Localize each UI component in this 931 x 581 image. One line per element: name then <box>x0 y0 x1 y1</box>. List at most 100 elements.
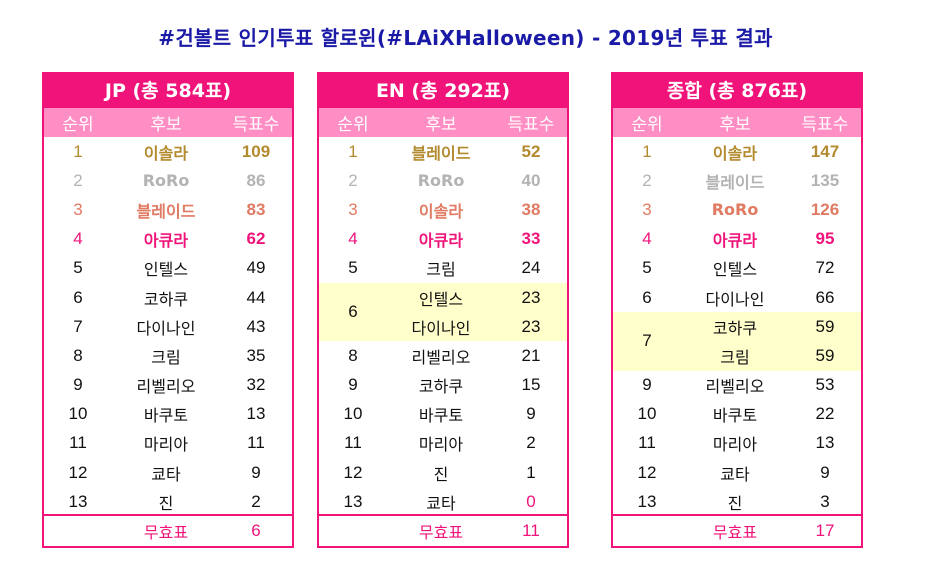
tied-rows-group: 6 인텔스 23 다이나인 23 <box>319 282 567 342</box>
table-row: 9 리벨리오 32 <box>44 371 292 400</box>
votes-cell: 33 <box>521 229 541 249</box>
candidate-cell: 진 <box>727 493 743 513</box>
rank-cell: 6 <box>642 287 652 307</box>
tied-rows-group: 7 코하쿠 59 크림 59 <box>613 312 861 371</box>
votes-cell: 62 <box>246 229 266 249</box>
table-row: 4 아큐라 62 <box>44 225 292 254</box>
candidate-cell: 진 <box>433 464 449 484</box>
votes-cell: 86 <box>246 170 266 190</box>
table-row: 9 코하쿠 15 <box>319 371 567 400</box>
rank-cell: 8 <box>348 345 358 365</box>
invalid-votes-label: 무효표 <box>418 523 464 542</box>
table-row: 3 이솔라 38 <box>319 195 567 224</box>
rank-cell: 12 <box>637 462 657 482</box>
rank-cell: 9 <box>348 375 358 395</box>
candidate-cell: 코하쿠 <box>712 318 758 338</box>
votes-cell: 52 <box>521 141 541 161</box>
candidate-cell: 다이나인 <box>705 289 765 309</box>
candidate-column-header: 후보 <box>150 115 182 135</box>
rank-cell: 1 <box>348 141 358 161</box>
candidate-cell: 인텔스 <box>143 260 189 280</box>
panel-header: JP (총 584표) <box>44 74 292 108</box>
candidate-cell: 이솔라 <box>418 201 464 221</box>
table-row: 11 마리아 13 <box>613 429 861 458</box>
rank-cell: 13 <box>637 491 657 511</box>
candidate-cell: 인텔스 <box>418 289 464 309</box>
votes-cell: 49 <box>246 258 266 278</box>
rank-column-header: 순위 <box>337 115 369 135</box>
candidate-cell: 크림 <box>426 260 456 280</box>
candidate-cell: 인텔스 <box>712 260 758 280</box>
votes-cell: 3 <box>820 491 830 511</box>
rank-cell: 11 <box>638 433 656 453</box>
votes-cell: 13 <box>246 404 266 424</box>
votes-cell: 95 <box>815 229 835 249</box>
votes-cell: 2 <box>251 491 261 511</box>
candidate-cell: 다이나인 <box>411 318 471 338</box>
votes-cell: 23 <box>521 316 541 336</box>
candidate-cell: 마리아 <box>143 435 189 455</box>
votes-column-header: 득표수 <box>232 115 280 135</box>
table-row: 3 RoRo 126 <box>613 195 861 224</box>
table-row: 2 블레이드 135 <box>613 166 861 195</box>
invalid-votes-count: 6 <box>251 521 261 540</box>
column-headers: 순위 후보 득표수 <box>613 108 861 137</box>
rank-cell: 8 <box>73 345 83 365</box>
rank-cell: 1 <box>642 141 652 161</box>
rank-cell: 11 <box>69 433 87 453</box>
invalid-votes-row: 무효표 6 <box>44 514 292 546</box>
invalid-votes-count: 11 <box>522 521 540 540</box>
candidate-cell: 이솔라 <box>712 143 758 163</box>
table-row: 13 진 2 <box>44 487 292 516</box>
votes-cell: 0 <box>526 491 536 511</box>
votes-cell: 9 <box>251 462 261 482</box>
votes-cell: 32 <box>246 375 266 395</box>
page-title: #건볼트 인기투표 할로윈(#LAiXHalloween) - 2019년 투표… <box>158 26 773 50</box>
candidate-cell: 바쿠토 <box>143 406 189 426</box>
table-row: 2 RoRo 86 <box>44 166 292 195</box>
votes-cell: 2 <box>526 433 536 453</box>
rank-cell: 5 <box>642 258 652 278</box>
table-row: 크림 59 <box>681 341 861 370</box>
rank-cell: 10 <box>637 404 657 424</box>
table-row: 코하쿠 59 <box>681 312 861 341</box>
rank-cell: 3 <box>73 199 83 219</box>
rank-cell: 3 <box>642 199 652 219</box>
candidate-cell: 리벨리오 <box>411 347 471 367</box>
votes-cell: 9 <box>526 404 536 424</box>
votes-cell: 44 <box>246 287 266 307</box>
rank-cell: 2 <box>348 170 358 190</box>
table-row: 8 리벨리오 21 <box>319 341 567 370</box>
candidate-cell: 쿄타 <box>426 493 456 513</box>
column-headers: 순위 후보 득표수 <box>44 108 292 137</box>
table-row: 9 리벨리오 53 <box>613 371 861 400</box>
table-row: 3 블레이드 83 <box>44 195 292 224</box>
table-row: 5 인텔스 49 <box>44 254 292 283</box>
rank-cell: 2 <box>73 170 83 190</box>
rank-cell: 7 <box>73 316 83 336</box>
panel-header: 종합 (총 876표) <box>613 74 861 108</box>
invalid-votes-label: 무효표 <box>143 523 189 542</box>
rank-cell: 9 <box>642 375 652 395</box>
candidate-cell: 진 <box>158 493 174 513</box>
votes-cell: 35 <box>246 345 266 365</box>
candidate-cell: 블레이드 <box>705 172 765 192</box>
table-row: 1 이솔라 109 <box>44 137 292 166</box>
candidate-cell: 바쿠토 <box>712 406 758 426</box>
votes-cell: 15 <box>521 375 541 395</box>
rank-cell: 2 <box>642 170 652 190</box>
votes-cell: 66 <box>815 287 835 307</box>
votes-cell: 23 <box>521 287 541 307</box>
votes-cell: 83 <box>246 199 266 219</box>
candidate-cell: 아큐라 <box>712 231 758 251</box>
rank-column-header: 순위 <box>631 115 663 135</box>
votes-cell: 40 <box>521 170 541 190</box>
votes-cell: 13 <box>815 433 835 453</box>
table-row: 10 바쿠토 22 <box>613 400 861 429</box>
votes-column-header: 득표수 <box>507 115 555 135</box>
candidate-cell: 아큐라 <box>418 231 464 251</box>
candidate-cell: 코하쿠 <box>143 289 189 309</box>
table-row: 10 바쿠토 13 <box>44 400 292 429</box>
votes-cell: 53 <box>815 375 835 395</box>
